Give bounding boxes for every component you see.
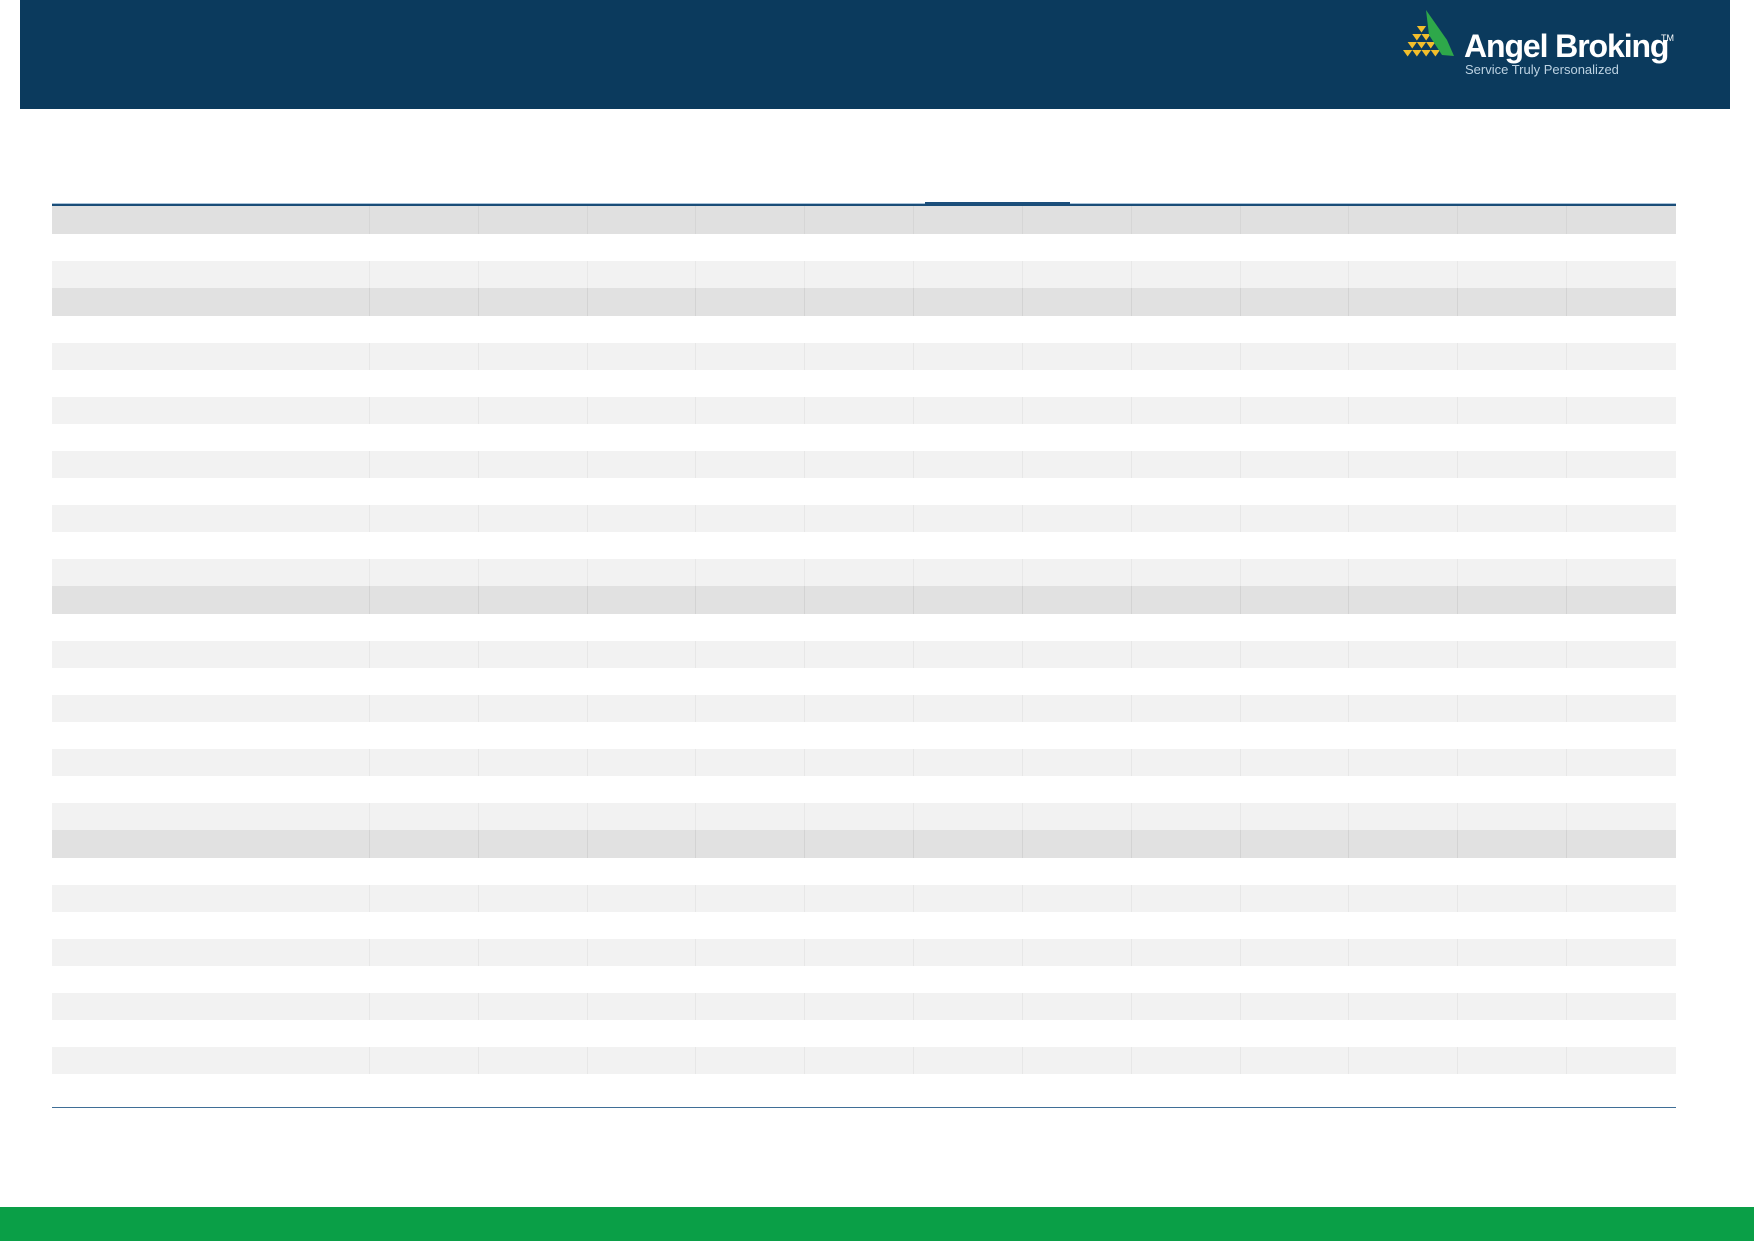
svg-text:Angel Broking: Angel Broking — [1464, 28, 1668, 64]
svg-text:TM: TM — [1661, 33, 1674, 43]
svg-text:Service Truly Personalized: Service Truly Personalized — [1465, 62, 1619, 77]
